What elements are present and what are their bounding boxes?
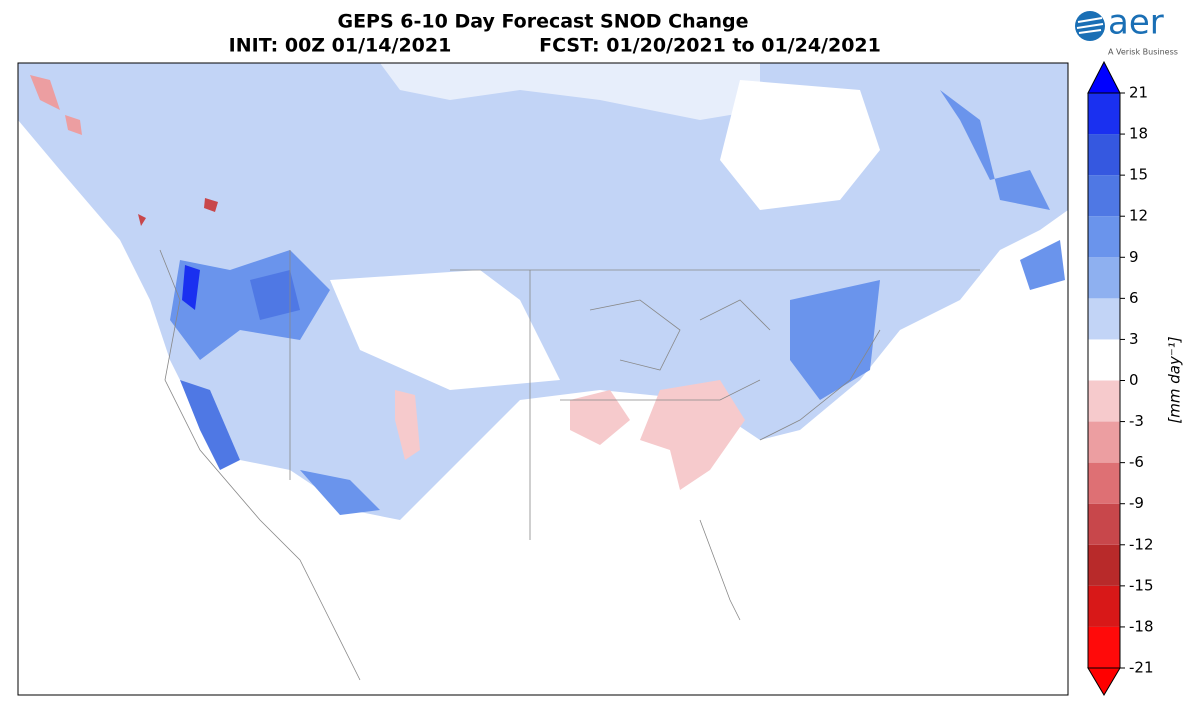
snow-increase: [182, 265, 200, 310]
snow-increase: [940, 90, 1050, 210]
colorbar-tick-label: -12: [1129, 535, 1154, 553]
logo-tagline: A Verisk Business: [1108, 48, 1178, 57]
snow-decrease: [570, 390, 630, 445]
logo: aer A Verisk Business: [1075, 3, 1178, 57]
colorbar-band: [1088, 503, 1120, 545]
colorbar-under: [1087, 667, 1121, 696]
snow-decrease: [138, 198, 218, 226]
colorbar-tick-label: 9: [1129, 248, 1139, 266]
snow-increase: [250, 270, 300, 320]
colorbar-label: [mm day⁻¹]: [1166, 336, 1184, 423]
no-change-region: [330, 270, 560, 390]
logo-name: aer: [1108, 3, 1164, 43]
colorbar-tick-label: 0: [1129, 371, 1139, 389]
colorbar-tick-label: 3: [1129, 330, 1139, 348]
colorbar-tick-label: -21: [1129, 659, 1154, 677]
colorbar-band: [1088, 421, 1120, 463]
colorbar-tick-label: 15: [1129, 166, 1148, 184]
no-change-region: [720, 80, 880, 210]
colorbar-tick-label: 21: [1129, 84, 1148, 102]
colorbar-band: [1088, 544, 1120, 586]
colorbar-tick-label: 12: [1129, 207, 1148, 225]
logo-icon-lines: [1076, 17, 1104, 34]
colorbar-band: [1088, 339, 1120, 381]
snow-increase: [180, 380, 240, 470]
colorbar-band: [1088, 626, 1120, 668]
colorbar-band: [1088, 298, 1120, 340]
colorbar-tick-label: -6: [1129, 453, 1144, 471]
colorbar-band: [1088, 175, 1120, 217]
snow-increase: [790, 280, 880, 400]
snow-decrease: [30, 75, 82, 135]
colorbar-band: [1088, 585, 1120, 627]
colorbar-band: [1088, 257, 1120, 299]
colorbar-band: [1088, 134, 1120, 176]
colorbar-band: [1088, 216, 1120, 258]
title: GEPS 6-10 Day Forecast SNOD Change: [337, 11, 748, 33]
colorbar-tick-label: -3: [1129, 412, 1144, 430]
snow-decrease: [395, 390, 420, 460]
snow-increase: [1020, 240, 1065, 290]
colorbar-over: [1087, 60, 1121, 94]
snow-increase: [300, 470, 380, 515]
colorbar-band: [1088, 93, 1120, 135]
map-frame: [17, 62, 1069, 696]
map: [17, 62, 1069, 696]
snow-decrease: [640, 380, 745, 490]
colorbar-tick-label: -18: [1129, 617, 1154, 635]
coastlines-borders: [159, 249, 980, 681]
colorbar-band: [1088, 462, 1120, 504]
no-change-region: [380, 63, 760, 120]
init-time: INIT: 00Z 01/14/2021: [229, 35, 452, 57]
colorbar-tick-label: 6: [1129, 289, 1139, 307]
colorbar-tick-label: -15: [1129, 576, 1154, 594]
colorbar-band: [1088, 380, 1120, 422]
colorbar-tick-label: -9: [1129, 494, 1144, 512]
colorbar: -21 -18 -15 -12 -9 -6 -3 0 3 6 9 12 15 18 21: [1087, 60, 1154, 696]
colorbar-tick-label: 18: [1129, 125, 1148, 143]
forecast-period: FCST: 01/20/2021 to 01/24/2021: [539, 35, 881, 57]
